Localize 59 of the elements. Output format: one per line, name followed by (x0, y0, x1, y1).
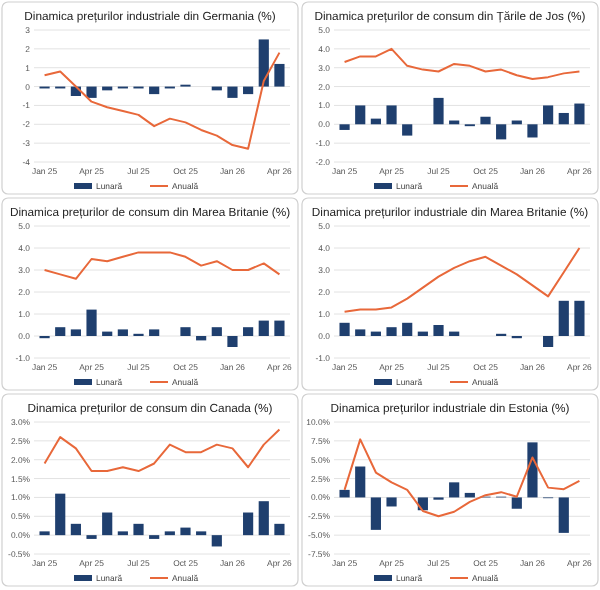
bar (402, 322, 413, 336)
bar (355, 105, 366, 125)
line-series (343, 47, 581, 81)
bar (402, 124, 413, 136)
bar (339, 489, 350, 498)
bar (258, 501, 269, 536)
bar (543, 105, 554, 125)
bar (355, 329, 366, 336)
line-series (43, 251, 281, 280)
bar (55, 327, 66, 336)
bar (133, 523, 144, 536)
bar (102, 512, 113, 536)
bar (55, 493, 66, 536)
bar (70, 329, 81, 336)
bar (274, 320, 285, 336)
bar (386, 105, 397, 125)
bar (227, 336, 238, 347)
bar (527, 442, 538, 498)
bar (211, 535, 222, 547)
bar (370, 497, 381, 530)
bar (243, 512, 254, 536)
line-series (43, 51, 281, 150)
bar (86, 86, 97, 98)
bar (574, 300, 585, 336)
bar (180, 327, 191, 336)
bar (149, 86, 160, 95)
bar (574, 103, 585, 125)
bar (339, 322, 350, 336)
bar (558, 300, 569, 336)
bar (86, 309, 97, 336)
bar (480, 116, 491, 125)
bar (386, 497, 397, 507)
bar (258, 320, 269, 336)
bar (274, 523, 285, 536)
bar (117, 329, 128, 336)
bar (527, 124, 538, 138)
bar (339, 124, 350, 130)
bar (70, 523, 81, 536)
line-series (43, 428, 281, 473)
bar (149, 329, 160, 336)
bar (496, 124, 507, 140)
bar (558, 497, 569, 533)
bar (211, 327, 222, 336)
line-series (343, 247, 581, 313)
bar (274, 63, 285, 87)
bar (180, 527, 191, 536)
bar (558, 112, 569, 125)
bar (449, 482, 460, 498)
bar (433, 97, 444, 125)
bar (243, 86, 254, 95)
bar (227, 86, 238, 98)
bar (355, 466, 366, 498)
bar (433, 325, 444, 336)
bar (543, 336, 554, 347)
line-series (343, 438, 581, 518)
bar (386, 327, 397, 336)
bar (511, 497, 522, 509)
bar (258, 39, 269, 87)
bar (243, 327, 254, 336)
